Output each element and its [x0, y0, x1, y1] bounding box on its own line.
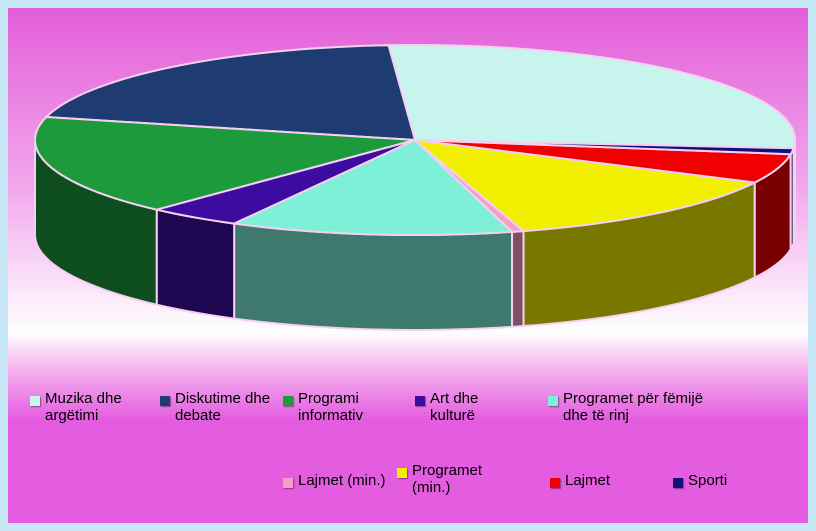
legend-item: Muzika dhe argëtimi — [30, 390, 140, 424]
legend-item: Diskutime dhe debate — [160, 390, 275, 424]
legend-swatch — [30, 396, 40, 406]
legend-label: Programet (min.) — [412, 462, 483, 496]
legend-item: Programet (min.) — [397, 462, 492, 496]
slice-side — [511, 229, 525, 328]
slice — [230, 138, 515, 236]
legend-label: Programi informativ — [298, 390, 364, 424]
legend-swatch — [548, 396, 558, 406]
slice-side — [233, 222, 514, 331]
legend-item: Lajmet — [550, 472, 635, 489]
slice — [33, 115, 416, 211]
slice — [414, 139, 796, 156]
legend-swatch — [550, 478, 560, 488]
legend-label: Lajmet — [565, 472, 611, 489]
legend-swatch — [283, 396, 293, 406]
slice — [387, 43, 796, 150]
legend-label: Sporti — [688, 472, 728, 489]
legend-label: Muzika dhe argëtimi — [45, 390, 122, 424]
slice — [43, 44, 417, 142]
slice — [411, 138, 759, 233]
legend-swatch — [283, 478, 293, 488]
legend-item: Programi informativ — [283, 390, 388, 424]
slice-side — [155, 208, 236, 320]
legend-swatch — [397, 468, 407, 478]
legend-label: Art dhe kulturë — [430, 390, 479, 424]
slice — [414, 139, 793, 184]
legend-label: Diskutime dhe debate — [175, 390, 271, 424]
legend-swatch — [673, 478, 683, 488]
legend-swatch — [415, 396, 425, 406]
legend-label: Lajmet (min.) — [298, 472, 386, 489]
slice — [156, 139, 416, 225]
legend-item: Art dhe kulturë — [415, 390, 500, 424]
slice-side — [789, 147, 795, 250]
legend-swatch — [160, 396, 170, 406]
legend-label: Programet për fëmijë dhe të rinj — [563, 390, 704, 424]
legend-item: Lajmet (min.) — [283, 472, 408, 489]
legend-item: Sporti — [673, 472, 758, 489]
legend-item: Programet për fëmijë dhe të rinj — [548, 390, 723, 424]
